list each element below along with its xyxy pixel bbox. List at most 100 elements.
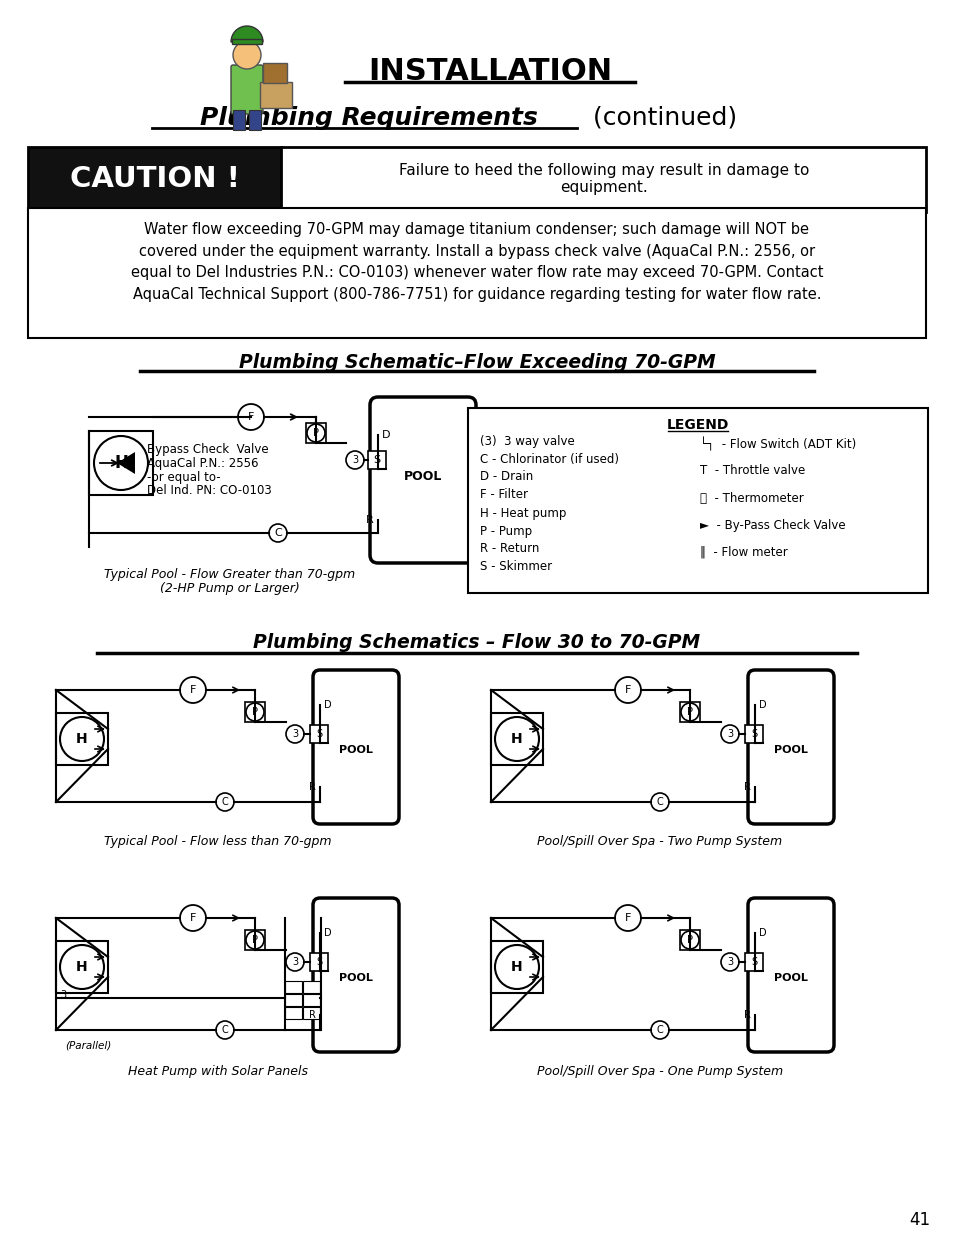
Text: Pool/Spill Over Spa - Two Pump System: Pool/Spill Over Spa - Two Pump System [537,835,781,848]
Bar [28,147,281,212]
Text: F: F [624,685,631,695]
Circle shape [720,953,739,971]
Text: └┐  - Flow Switch (ADT Kit): └┐ - Flow Switch (ADT Kit) [700,437,856,451]
Text: 3: 3 [292,729,297,739]
Circle shape [495,945,538,989]
Circle shape [286,953,304,971]
Bar [56,941,108,993]
Text: P: P [686,935,692,945]
Text: Del Ind. PN: CO-0103: Del Ind. PN: CO-0103 [147,484,272,498]
Circle shape [237,404,264,430]
Text: ‖  - Flow meter: ‖ - Flow meter [700,546,787,558]
Text: P: P [686,706,692,718]
Text: Failure to heed the following may result in damage to
equipment.: Failure to heed the following may result… [398,163,808,195]
Text: C - Chlorinator (if used): C - Chlorinator (if used) [479,452,618,466]
Text: INSTALLATION: INSTALLATION [368,58,612,86]
Text: S - Skimmer: S - Skimmer [479,561,552,573]
Bar [368,451,386,469]
Bar [491,713,542,764]
Polygon shape [117,452,135,474]
Bar [303,1007,319,1019]
Text: POOL: POOL [403,471,442,483]
Bar [249,110,261,130]
Bar [281,147,925,212]
Circle shape [680,931,699,948]
Text: AquaCal P.N.: 2556: AquaCal P.N.: 2556 [147,457,258,469]
Bar [306,424,326,443]
Text: Plumbing Schematics – Flow 30 to 70-GPM: Plumbing Schematics – Flow 30 to 70-GPM [253,634,700,652]
Bar [260,82,292,107]
Bar [285,1007,302,1019]
Text: Bypass Check  Valve: Bypass Check Valve [147,442,269,456]
Text: R: R [366,515,374,525]
Circle shape [215,1021,233,1039]
Circle shape [680,703,699,721]
Text: R: R [742,782,750,792]
Text: 41: 41 [908,1212,929,1229]
Text: Pool/Spill Over Spa - One Pump System: Pool/Spill Over Spa - One Pump System [537,1065,782,1078]
Text: 3: 3 [726,729,732,739]
Text: D: D [759,927,766,939]
Bar [56,713,108,764]
Text: C: C [221,1025,228,1035]
Text: F: F [248,412,253,422]
Text: D - Drain: D - Drain [479,471,533,483]
Circle shape [615,905,640,931]
Circle shape [720,725,739,743]
Text: R - Return: R - Return [479,542,538,556]
Text: (continued): (continued) [584,106,737,130]
Text: 3: 3 [292,957,297,967]
Circle shape [180,905,206,931]
Wedge shape [231,26,263,42]
Text: P: P [252,935,257,945]
Circle shape [180,677,206,703]
Text: H: H [114,454,128,472]
Text: CAUTION !: CAUTION ! [70,165,240,193]
Text: Plumbing Requirements: Plumbing Requirements [200,106,537,130]
Circle shape [346,451,364,469]
Text: Water flow exceeding 70-GPM may damage titanium condenser; such damage will NOT : Water flow exceeding 70-GPM may damage t… [131,222,822,301]
Text: F: F [190,685,196,695]
Circle shape [60,718,104,761]
Bar [28,207,925,338]
Text: Typical Pool - Flow Greater than 70-gpm: Typical Pool - Flow Greater than 70-gpm [104,568,355,580]
Text: -or equal to-: -or equal to- [147,471,220,483]
Text: S: S [373,454,380,466]
Bar [744,953,762,971]
Bar [245,701,265,722]
Bar [491,941,542,993]
Bar [232,40,262,44]
Bar [303,981,319,993]
Text: H: H [511,732,522,746]
FancyBboxPatch shape [747,671,833,824]
Text: P: P [313,429,318,438]
Bar [679,930,700,950]
Text: P: P [252,706,257,718]
Text: C: C [274,529,281,538]
FancyBboxPatch shape [370,396,476,563]
Text: R: R [308,1010,315,1020]
FancyBboxPatch shape [747,898,833,1052]
Circle shape [94,436,148,490]
Text: (3)  3 way valve: (3) 3 way valve [479,435,574,447]
Text: Heat Pump with Solar Panels: Heat Pump with Solar Panels [128,1065,308,1078]
Circle shape [215,793,233,811]
FancyBboxPatch shape [313,671,398,824]
Circle shape [650,1021,668,1039]
Text: D: D [324,700,332,710]
Text: H: H [76,732,88,746]
Text: S: S [750,957,757,967]
Text: R: R [308,782,315,792]
Text: D: D [759,700,766,710]
Text: F: F [190,913,196,923]
Circle shape [246,703,264,721]
Bar [303,994,319,1007]
Bar [310,725,328,743]
Circle shape [286,725,304,743]
Text: ►  - By-Pass Check Valve: ► - By-Pass Check Valve [700,519,844,531]
Text: S: S [315,729,322,739]
Text: 3: 3 [352,454,357,466]
Text: H - Heat pump: H - Heat pump [479,506,566,520]
Circle shape [615,677,640,703]
Bar [263,63,287,83]
